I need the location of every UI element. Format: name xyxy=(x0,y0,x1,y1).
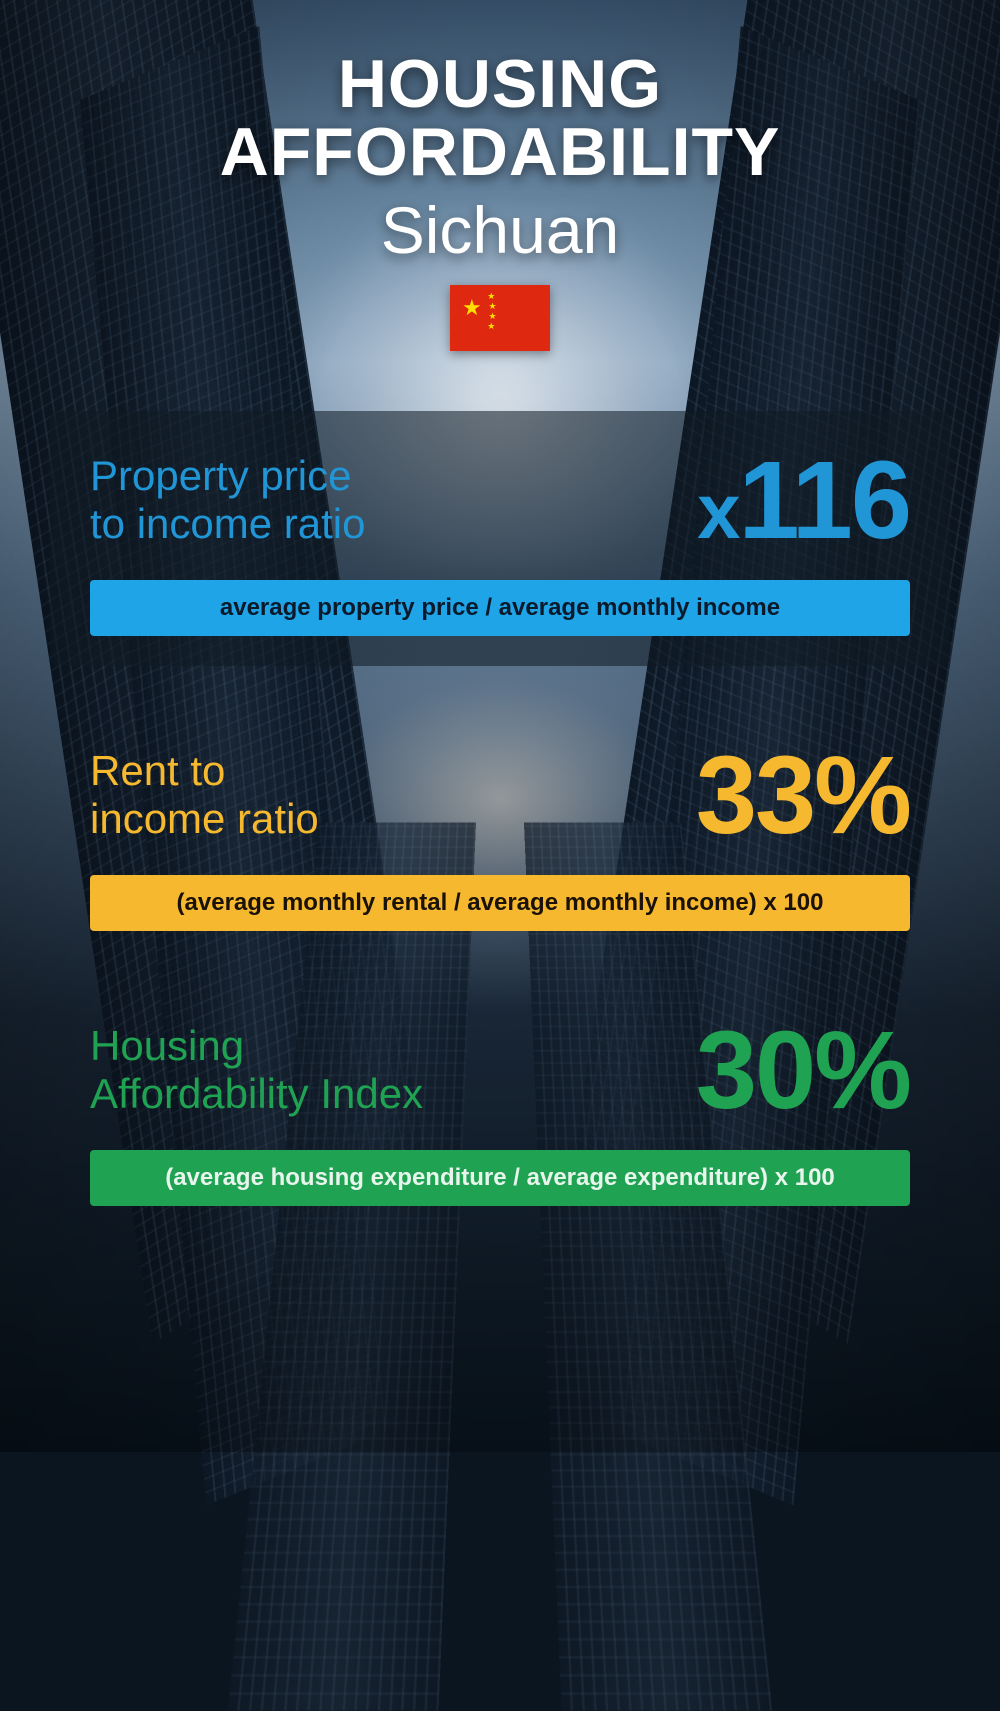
flag-big-star: ★ xyxy=(462,295,482,321)
metric-row: Rent to income ratio 33% xyxy=(90,746,910,845)
header: HOUSING AFFORDABILITY Sichuan ★ ★ ★ ★★ xyxy=(50,50,950,351)
formula-bar-property-price: average property price / average monthly… xyxy=(90,580,910,636)
formula-bar-rent-income: (average monthly rental / average monthl… xyxy=(90,875,910,931)
metric-label-property-price: Property price to income ratio xyxy=(90,452,365,549)
metric-value-rent-income: 33% xyxy=(696,746,910,845)
metric-number: 30% xyxy=(696,1009,910,1132)
region-name: Sichuan xyxy=(50,194,950,267)
metric-card-rent-income: Rent to income ratio 33% (average monthl… xyxy=(50,716,950,951)
flag-icon: ★ ★ ★ ★★ xyxy=(450,285,550,351)
metric-label-affordability-index: Housing Affordability Index xyxy=(90,1022,423,1119)
metric-label-rent-income: Rent to income ratio xyxy=(90,747,319,844)
metric-label-text: Housing Affordability Index xyxy=(90,1022,423,1117)
metric-number: 116 xyxy=(739,439,910,562)
formula-bar-affordability-index: (average housing expenditure / average e… xyxy=(90,1150,910,1206)
metric-value-property-price: x116 xyxy=(697,451,910,550)
metric-row: Housing Affordability Index 30% xyxy=(90,1021,910,1120)
metric-card-property-price: Property price to income ratio x116 aver… xyxy=(50,411,950,666)
metric-label-text: Property price to income ratio xyxy=(90,452,365,547)
metric-label-text: Rent to income ratio xyxy=(90,747,319,842)
content-container: HOUSING AFFORDABILITY Sichuan ★ ★ ★ ★★ P… xyxy=(0,0,1000,1452)
metric-number: 33% xyxy=(696,734,910,857)
metric-row: Property price to income ratio x116 xyxy=(90,451,910,550)
page-title: HOUSING AFFORDABILITY xyxy=(50,50,950,186)
metric-card-affordability-index: Housing Affordability Index 30% (average… xyxy=(50,991,950,1226)
flag-small-stars: ★ ★ ★★ xyxy=(486,291,497,331)
metric-prefix: x xyxy=(697,467,738,555)
metric-value-affordability-index: 30% xyxy=(696,1021,910,1120)
